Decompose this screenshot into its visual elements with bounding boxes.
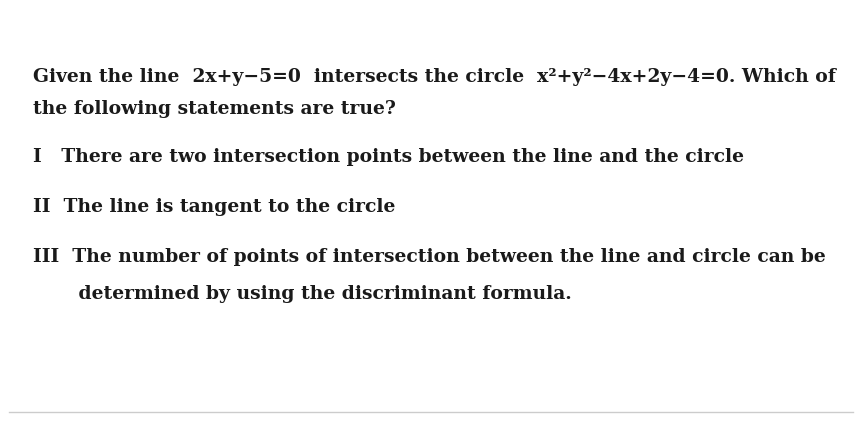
Text: III  The number of points of intersection between the line and circle can be: III The number of points of intersection… bbox=[33, 248, 825, 266]
Text: the following statements are true?: the following statements are true? bbox=[33, 100, 395, 118]
Text: determined by using the discriminant formula.: determined by using the discriminant for… bbox=[33, 285, 571, 303]
Text: II  The line is tangent to the circle: II The line is tangent to the circle bbox=[33, 198, 394, 216]
Text: Given the line  2x+y−5=0  intersects the circle  x²+y²−4x+2y−4=0. Which of: Given the line 2x+y−5=0 intersects the c… bbox=[33, 68, 834, 86]
Text: I   There are two intersection points between the line and the circle: I There are two intersection points betw… bbox=[33, 148, 743, 166]
